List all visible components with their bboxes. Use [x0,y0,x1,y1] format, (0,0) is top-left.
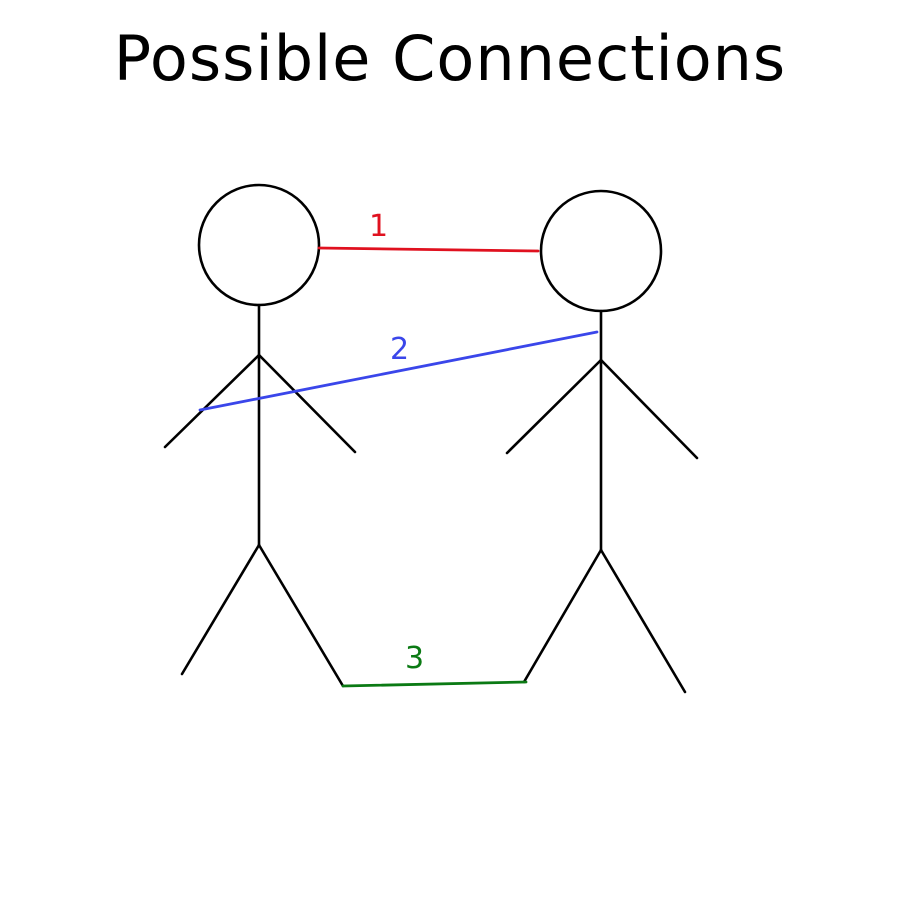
connection-1-line [317,246,540,253]
connection-1-label: 1 [369,209,388,244]
right-figure-right-arm [599,358,699,460]
right-figure-right-leg [599,548,687,694]
left-figure-left-arm [163,353,261,449]
connection-2: 2 [198,330,599,412]
connection-3-label: 3 [405,641,424,676]
left-figure-right-leg [257,543,345,688]
stick-figure-left [163,183,357,688]
left-figure-left-leg [180,543,261,676]
left-figure-head [197,183,321,307]
diagram-title: Possible Connections [113,22,787,95]
left-figure-right-arm [257,353,357,454]
connection-3: 3 [341,641,528,688]
connection-1: 1 [317,209,540,253]
right-figure-head [539,189,663,313]
connection-2-line [198,330,599,412]
stick-figure-right [505,189,699,694]
right-figure-left-arm [505,358,603,455]
right-figure-left-leg [522,548,603,684]
connection-3-line [341,680,528,688]
connection-2-label: 2 [390,332,409,367]
